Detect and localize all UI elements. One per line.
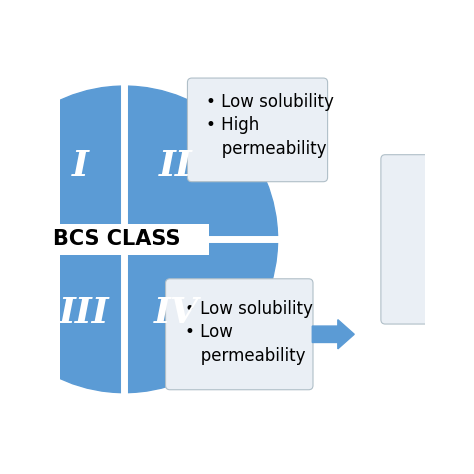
FancyBboxPatch shape	[42, 224, 209, 255]
FancyBboxPatch shape	[43, 277, 71, 319]
Text: BCS CLASS: BCS CLASS	[53, 229, 181, 249]
FancyBboxPatch shape	[165, 279, 313, 390]
Text: I: I	[72, 149, 89, 183]
Text: II: II	[159, 149, 193, 183]
Text: • Low solubility
• High
   permeability: • Low solubility • High permeability	[206, 92, 334, 158]
Text: IV: IV	[154, 296, 198, 330]
Circle shape	[0, 86, 278, 392]
FancyBboxPatch shape	[187, 78, 328, 182]
Text: • Low solubility
• Low
   permeability: • Low solubility • Low permeability	[184, 300, 312, 365]
FancyBboxPatch shape	[43, 153, 71, 195]
Text: III: III	[58, 296, 109, 330]
FancyArrow shape	[312, 319, 354, 349]
FancyBboxPatch shape	[381, 155, 448, 324]
